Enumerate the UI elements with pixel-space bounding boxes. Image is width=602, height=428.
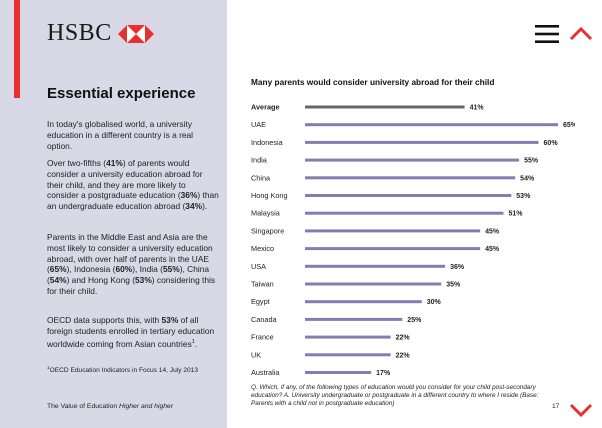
bar — [305, 335, 391, 339]
value-label: 25% — [407, 317, 422, 324]
paragraph-oecd: OECD data supports this, with 53% of all… — [47, 315, 215, 349]
value-label: 41% — [470, 105, 485, 112]
category-label: Singapore — [251, 226, 284, 235]
hsbc-logo: HSBC — [47, 20, 154, 47]
bar — [305, 105, 465, 109]
category-label: Australia — [251, 368, 280, 377]
value-label: 65% — [563, 122, 575, 129]
value-label: 45% — [485, 246, 500, 253]
bar — [305, 317, 403, 321]
category-label: China — [251, 173, 271, 182]
value-label: 17% — [376, 370, 391, 377]
value-label: 36% — [450, 264, 465, 271]
bar — [305, 123, 558, 127]
category-label: Average — [251, 103, 280, 112]
chart-title: Many parents would consider university a… — [251, 77, 495, 87]
footer-title: The Value of Education — [47, 403, 120, 410]
category-label: USA — [251, 262, 266, 271]
category-label: Hong Kong — [251, 191, 288, 200]
bar — [305, 300, 422, 304]
section-heading: Essential experience — [47, 85, 196, 102]
category-label: Indonesia — [251, 138, 284, 147]
page-number: 17 — [552, 403, 560, 410]
category-label: UAE — [251, 120, 266, 129]
bar — [305, 176, 516, 180]
value-label: 22% — [396, 335, 411, 342]
bar — [305, 371, 372, 374]
value-label: 35% — [446, 282, 461, 289]
value-label: 60% — [544, 140, 559, 147]
intro-paragraph: In today's globalised world, a universit… — [47, 119, 194, 151]
paragraph-middle-east-asia: Parents in the Middle East and Asia are … — [47, 232, 216, 296]
value-label: 51% — [509, 211, 524, 218]
value-label: 45% — [485, 228, 500, 235]
value-label: 54% — [520, 175, 535, 182]
category-label: UK — [251, 350, 261, 359]
value-label: 30% — [427, 299, 442, 306]
accent-bar — [14, 0, 20, 98]
category-label: Mexico — [251, 244, 274, 253]
bar — [305, 229, 481, 233]
logo-wordmark: HSBC — [47, 20, 112, 46]
bar — [305, 158, 520, 162]
sidebar-panel — [0, 0, 227, 428]
footer-subtitle: Higher and higher — [119, 403, 174, 410]
bar — [305, 264, 446, 268]
hamburger-menu-icon[interactable] — [535, 24, 559, 44]
paragraph-two-fifths: Over two-fifths (41%) of parents would c… — [47, 158, 219, 212]
chevron-up-icon[interactable] — [569, 26, 593, 42]
survey-question-note: Q. Which, if any, of the following types… — [251, 384, 539, 407]
value-label: 53% — [516, 193, 531, 200]
category-label: Taiwan — [251, 280, 274, 289]
bar — [305, 140, 539, 144]
hsbc-hexagon-icon — [117, 24, 154, 43]
bar — [305, 211, 504, 215]
bar-chart: Average 41% UAE 65% Indonesia 60% India 55% Chin… — [251, 103, 575, 378]
category-label: Canada — [251, 315, 278, 324]
chevron-down-icon[interactable] — [569, 402, 593, 418]
value-label: 55% — [524, 158, 539, 165]
bar — [305, 247, 481, 251]
category-label: France — [251, 333, 274, 342]
category-label: India — [251, 156, 268, 165]
category-label: Egypt — [251, 297, 270, 306]
category-label: Malaysia — [251, 209, 281, 218]
footer-text: The Value of Education Higher and higher — [47, 403, 173, 410]
value-label: 22% — [396, 352, 411, 359]
bar — [305, 194, 512, 197]
bar — [305, 353, 391, 357]
footnote: 1OECD Education Indicators in Focus 14, … — [47, 365, 199, 375]
bar — [305, 282, 442, 286]
